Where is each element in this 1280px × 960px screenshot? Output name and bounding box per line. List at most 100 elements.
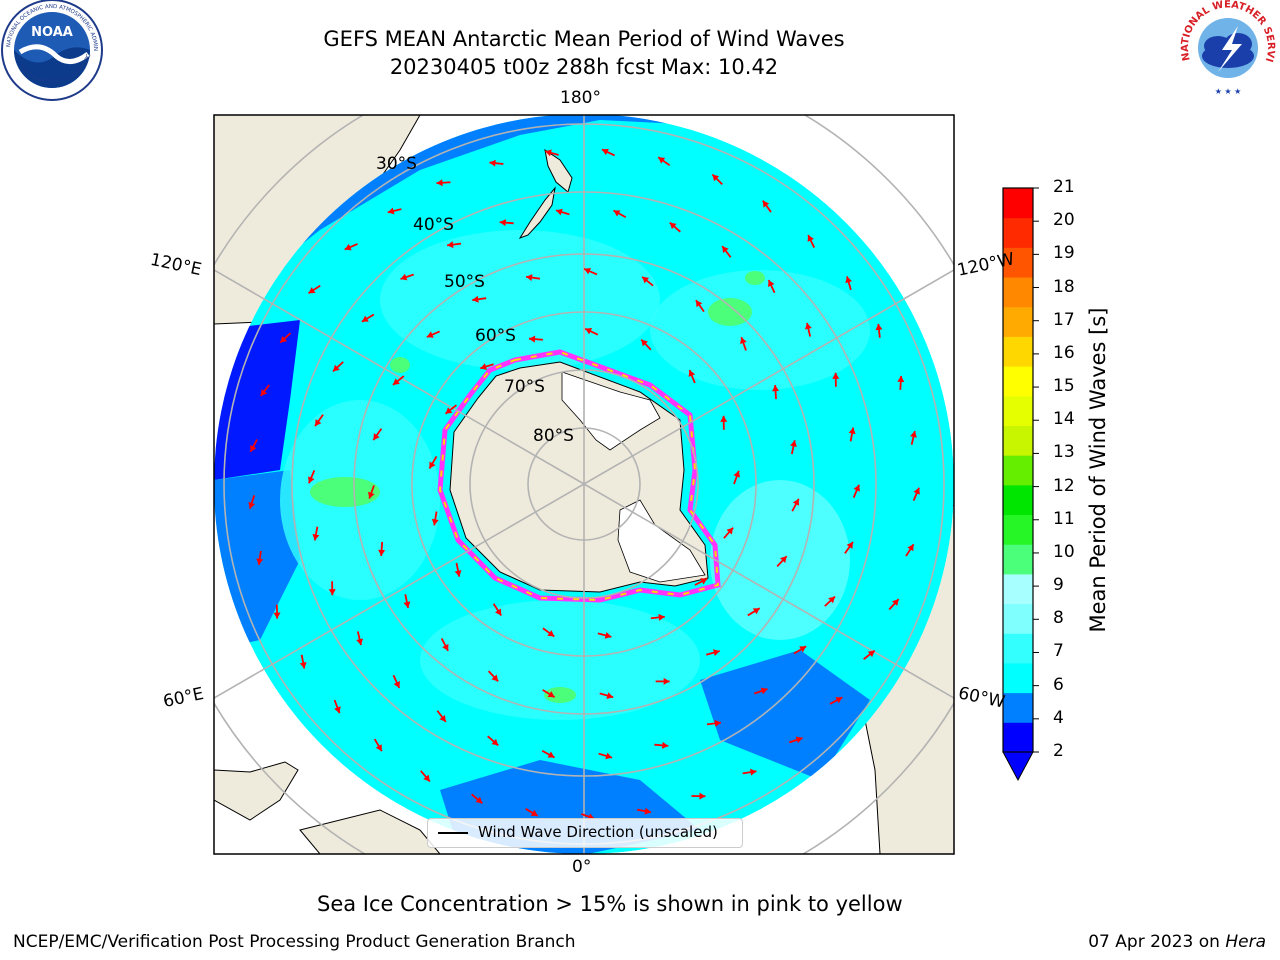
wave-direction-arrowhead: [260, 389, 268, 396]
wave-direction-arrowhead: [772, 385, 780, 392]
wave-direction-arrowhead: [545, 149, 552, 157]
wave-direction-arrowhead: [641, 339, 648, 347]
wave-direction-arrowhead: [436, 179, 443, 187]
graticule: [214, 115, 954, 854]
wave-direction-arrowhead: [807, 234, 814, 242]
wave-direction-arrowhead: [248, 501, 256, 509]
ross-ice-shelf: [561, 371, 661, 451]
colorbar-band: [1003, 633, 1033, 664]
colorbar-tick-label: 6: [1053, 674, 1064, 695]
wave-direction-arrowhead: [604, 632, 612, 639]
wave-direction-arrowhead: [695, 300, 703, 308]
wave-direction-arrowhead: [750, 768, 757, 776]
wave-direction-arrowhead: [431, 518, 439, 526]
colorbar-band: [1003, 603, 1033, 634]
wave-direction-arrowhead: [853, 484, 860, 492]
lat-label-40s: 40°S: [413, 215, 454, 235]
wave-direction-arrowhead: [848, 427, 856, 435]
colorbar-tick-label: 15: [1053, 376, 1075, 397]
wave-direction-arrowhead: [768, 280, 775, 287]
wave-direction-arrowhead: [662, 741, 669, 749]
colorbar-label: Mean Period of Wind Waves [s]: [1086, 307, 1110, 633]
colorbar-band: [1003, 692, 1033, 723]
colorbar-band: [1003, 188, 1033, 219]
africa-landmass: [214, 761, 299, 821]
wave-direction-arrowhead: [897, 375, 905, 383]
colorbar-band: [1003, 662, 1033, 694]
wave-direction-arrowhead: [499, 219, 506, 227]
wave-direction-arrowhead: [403, 601, 411, 609]
colorbar-band: [1003, 455, 1033, 486]
wave-direction-arrowhead: [495, 608, 502, 616]
colorbar-tick-label: 9: [1053, 575, 1064, 596]
wave-direction-arrowhead: [584, 267, 592, 275]
wave-direction-arrowhead: [605, 752, 613, 760]
lat-label-70s: 70°S: [504, 377, 545, 397]
wave-direction-arrowhead: [832, 372, 840, 379]
wave-direction-arrowhead: [328, 589, 336, 596]
footer-host: Hera: [1225, 932, 1266, 952]
wave-direction-arrowhead: [726, 527, 734, 535]
wave-direction-arrowhead: [392, 378, 400, 385]
nws-stars-icon: ★ ★ ★: [1215, 87, 1242, 96]
colorbar-band: [1003, 722, 1033, 753]
wave-direction-arrowhead: [740, 337, 747, 345]
wave-direction-arrowhead: [491, 674, 499, 682]
legend-label: Wind Wave Direction (unscaled): [478, 823, 718, 841]
chart-subtitle: 20230405 t00z 288h fcst Max: 10.42: [389, 55, 779, 79]
wave-direction-arrowhead: [714, 719, 721, 727]
wave-direction-arrowhead: [315, 419, 322, 427]
colorbar-tick-label: 20: [1053, 210, 1075, 231]
wave-direction-arrowhead: [528, 335, 536, 343]
wave-direction-arrowhead: [845, 276, 853, 284]
colorbar: [1002, 187, 1039, 782]
wave-direction-arrowhead: [835, 697, 843, 704]
wave-direction-arrowhead: [712, 174, 720, 182]
wave-direction-arrowhead: [867, 650, 875, 658]
wave-direction-arrowhead: [795, 736, 803, 744]
wave-direction-arrowhead: [875, 323, 883, 331]
wave-direction-arrowhead: [308, 476, 315, 484]
colorbar-band: [1003, 277, 1033, 308]
colorbar-tick-label: 4: [1053, 707, 1064, 728]
wave-direction-arrowhead: [480, 363, 487, 370]
wave-direction-arrowhead: [445, 407, 453, 414]
wave-direction-arrowhead: [530, 809, 538, 816]
wave-direction-arrowhead: [669, 222, 677, 230]
wave-direction-arrowhead: [658, 157, 666, 164]
lat-label-50s: 50°S: [444, 272, 485, 292]
wave-direction-arrowhead: [378, 549, 386, 556]
wave-direction-arrowhead: [720, 415, 728, 422]
wave-direction-arrowhead: [334, 706, 341, 714]
colorbar-tick-label: 14: [1053, 409, 1075, 430]
wind-wave-arrows: [248, 148, 920, 821]
colorbar-tick-label: 11: [1053, 508, 1075, 529]
chart-title: GEFS MEAN Antarctic Mean Period of Wind …: [323, 27, 845, 51]
wave-direction-arrowhead: [688, 369, 696, 377]
wave-direction-arrowhead: [475, 796, 483, 804]
wave-direction-arrowhead: [368, 491, 375, 499]
wave-direction-arrowhead: [250, 444, 257, 452]
wave-direction-arrowhead: [312, 533, 320, 541]
wave-direction-arrowhead: [361, 315, 369, 322]
lat-label-80s: 80°S: [533, 426, 574, 446]
wave-direction-arrowhead: [799, 646, 807, 653]
wave-direction-arrowhead: [658, 613, 665, 621]
new-zealand-south-island: [518, 186, 556, 239]
wave-direction-arrowhead: [790, 440, 797, 447]
wave-direction-arrowhead: [429, 461, 436, 469]
wave-direction-arrowhead: [472, 295, 479, 303]
wave-direction-arrowhead: [644, 807, 651, 815]
deep-blue-band: [214, 320, 300, 480]
noaa-logo-text: NOAA: [31, 25, 73, 40]
sea-ice-note: Sea Ice Concentration > 15% is shown in …: [317, 892, 903, 916]
wave-direction-arrowhead: [910, 431, 917, 438]
wave-direction-arrowhead: [913, 487, 920, 495]
wave-direction-arrowhead: [663, 677, 670, 685]
colorbar-tick-label: 8: [1053, 608, 1064, 629]
colorbar-tick-label: 19: [1053, 243, 1075, 264]
wave-direction-arrowhead: [280, 335, 288, 343]
wave-direction-arrowhead: [491, 738, 499, 746]
wave-direction-arrowhead: [299, 661, 307, 669]
colorbar-band: [1003, 366, 1033, 397]
